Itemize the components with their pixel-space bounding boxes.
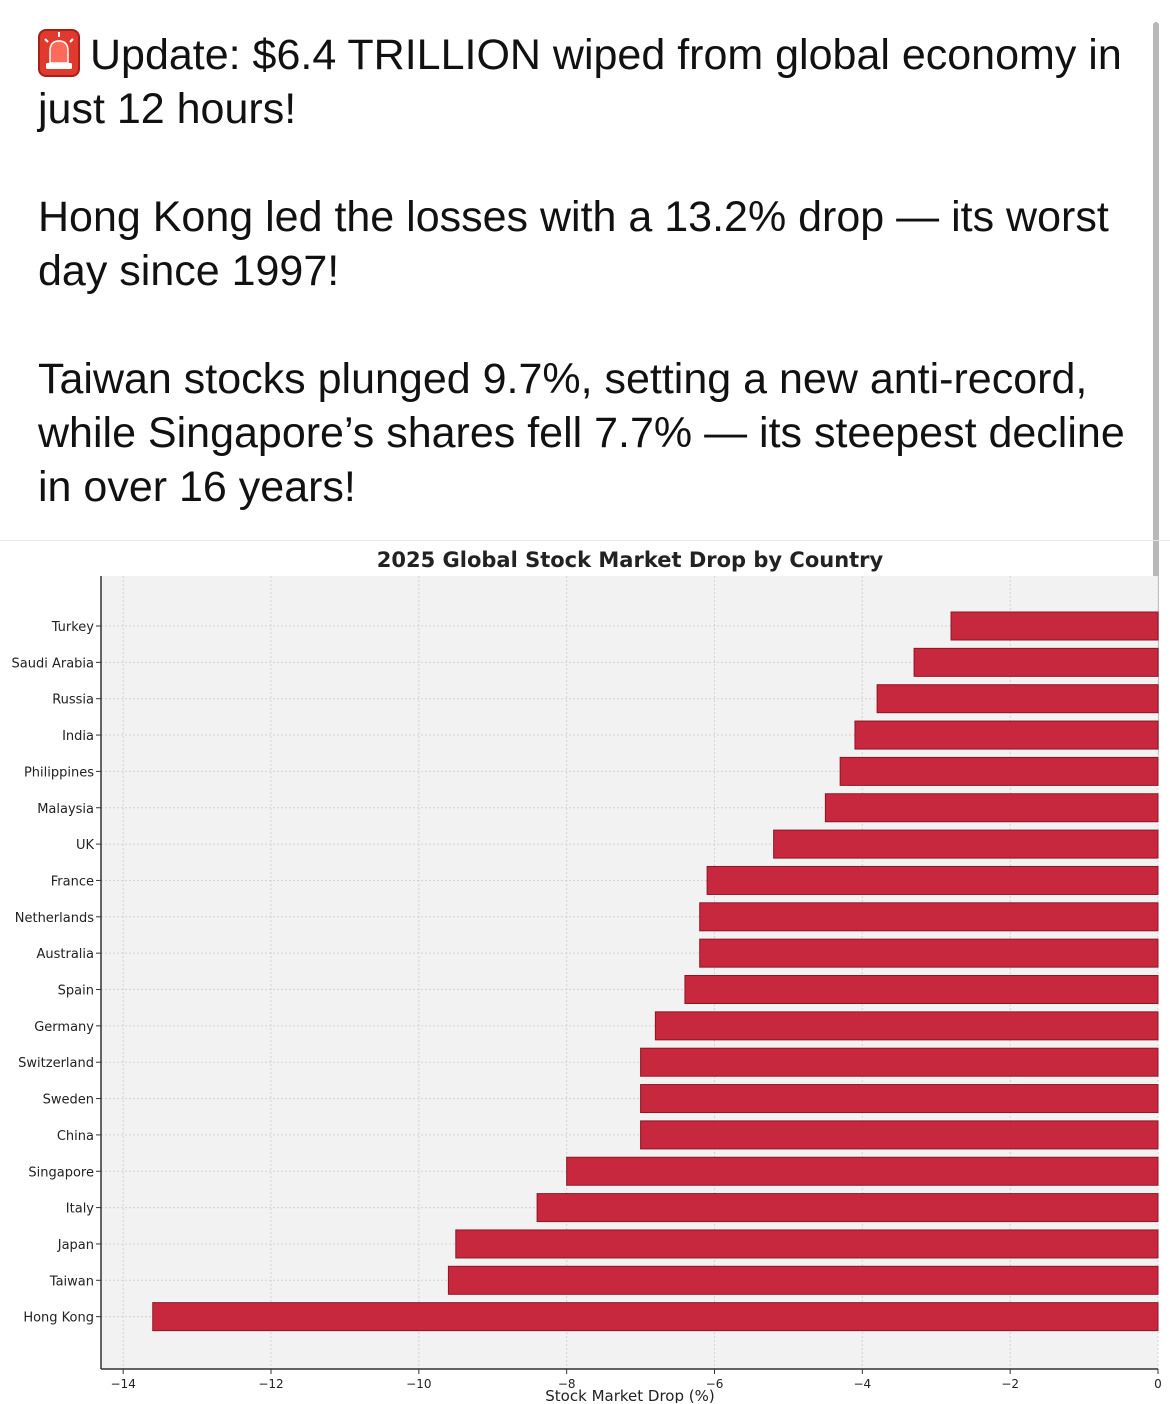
x-tick-label: −8 xyxy=(558,1377,576,1391)
bar xyxy=(455,1229,1159,1259)
y-tick-label: Malaysia xyxy=(37,802,94,817)
y-tick-label: Saudi Arabia xyxy=(12,656,95,671)
bar xyxy=(640,1047,1159,1077)
x-tick-label: −12 xyxy=(258,1377,283,1391)
x-tick-label: −6 xyxy=(706,1377,724,1391)
y-tick-label: Sweden xyxy=(43,1093,94,1108)
chart-image: 2025 Global Stock Market Drop by Country… xyxy=(0,540,1170,1404)
y-tick-label: Turkey xyxy=(51,620,95,635)
rotating-light-icon xyxy=(38,29,80,77)
bar xyxy=(447,1265,1159,1295)
x-tick-label: −10 xyxy=(406,1377,431,1391)
y-tick-label: Singapore xyxy=(28,1165,94,1180)
y-tick-label: Netherlands xyxy=(15,911,94,926)
x-tick-label: −4 xyxy=(853,1377,871,1391)
bar xyxy=(913,647,1159,677)
scroll-indicator[interactable] xyxy=(1153,22,1159,757)
bar xyxy=(950,611,1159,641)
bar xyxy=(773,829,1159,859)
x-axis-label: Stock Market Drop (%) xyxy=(545,1387,714,1403)
bar xyxy=(684,975,1159,1004)
post-text: Update: $6.4 TRILLION wiped from global … xyxy=(38,28,1128,568)
x-tick-label: −2 xyxy=(1001,1377,1019,1391)
bar xyxy=(706,865,1159,895)
chart-title: 2025 Global Stock Market Drop by Country xyxy=(377,548,884,572)
post-paragraph-2: Hong Kong led the losses with a 13.2% dr… xyxy=(38,193,1109,295)
y-tick-label: Australia xyxy=(36,947,94,962)
x-tick-label: 0 xyxy=(1154,1377,1162,1391)
y-tick-label: Philippines xyxy=(24,765,94,780)
bar xyxy=(854,720,1159,750)
bar xyxy=(839,756,1159,786)
y-tick-label: Japan xyxy=(57,1238,94,1253)
bar xyxy=(640,1120,1159,1150)
post-paragraph-1: Update: $6.4 TRILLION wiped from global … xyxy=(38,28,1128,136)
y-tick-label: Italy xyxy=(66,1202,95,1217)
y-tick-label: Germany xyxy=(34,1020,94,1035)
bar xyxy=(876,684,1159,714)
bar-chart: 2025 Global Stock Market Drop by Country… xyxy=(12,548,1162,1403)
bar xyxy=(152,1302,1159,1332)
y-tick-label: India xyxy=(62,729,94,744)
x-tick-label: −14 xyxy=(111,1377,136,1391)
post-paragraph-3: Taiwan stocks plunged 9.7%, setting a ne… xyxy=(38,355,1125,511)
bar xyxy=(536,1193,1159,1223)
bar xyxy=(640,1084,1159,1114)
y-tick-label: Switzerland xyxy=(18,1056,94,1071)
bar xyxy=(699,902,1159,932)
bar xyxy=(654,1011,1159,1041)
y-tick-label: Russia xyxy=(52,693,94,708)
y-tick-label: Hong Kong xyxy=(23,1311,94,1326)
y-tick-label: Spain xyxy=(58,984,94,999)
y-tick-label: Taiwan xyxy=(49,1274,94,1289)
y-tick-label: China xyxy=(57,1129,94,1144)
bar xyxy=(699,938,1159,968)
y-tick-label: France xyxy=(51,874,94,889)
bar xyxy=(824,793,1159,823)
plot-area: Turkey Saudi Arabia Russia India Philippines… xyxy=(12,576,1162,1391)
y-tick-label: UK xyxy=(76,838,95,853)
post-paragraph-1-text: Update: $6.4 TRILLION wiped from global … xyxy=(38,31,1122,133)
bar xyxy=(566,1156,1159,1186)
